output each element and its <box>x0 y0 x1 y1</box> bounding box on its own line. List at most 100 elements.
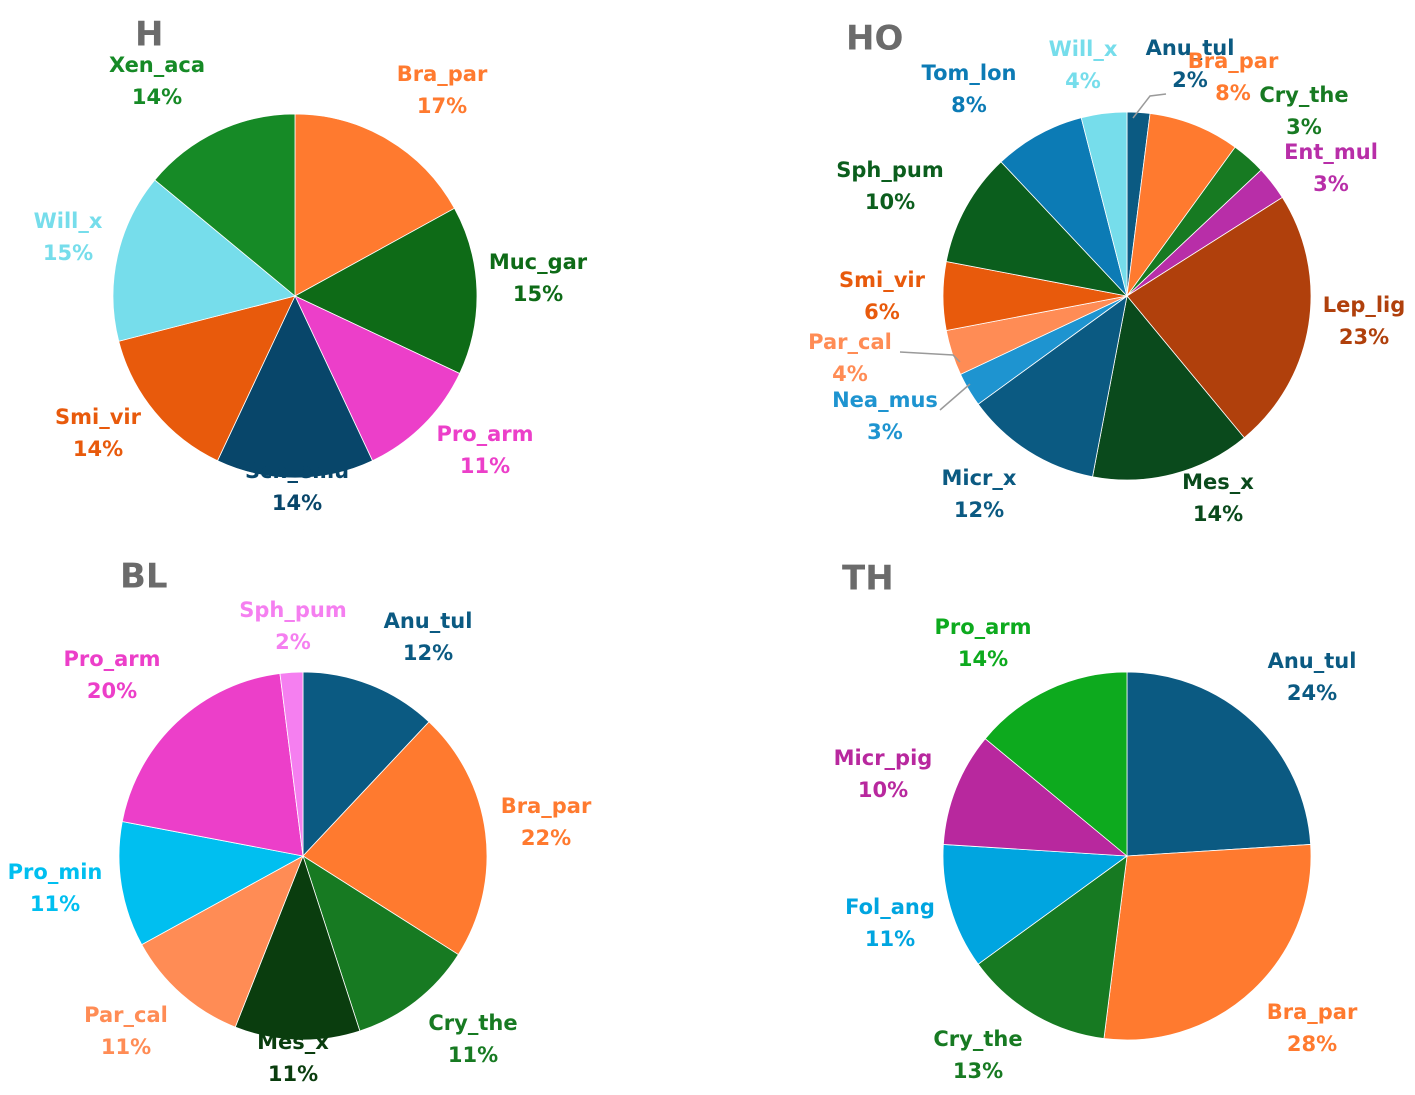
slice-percent: 3% <box>1313 172 1349 196</box>
pie-slice-bra-par <box>1126 113 1236 297</box>
pie-slice-anu-tul <box>1126 671 1312 857</box>
slice-percent: 14% <box>958 647 1008 671</box>
slice-label-micr-pig: Micr_pig 10% <box>834 746 933 802</box>
slice-label-sph-pum: Sph_pum 2% <box>239 598 346 654</box>
slice-name: Micr_pig <box>834 746 933 770</box>
slice-name: Bra_par <box>1267 1000 1358 1024</box>
pie-slice-xen-aca <box>154 113 296 297</box>
slice-name: Cry_the <box>933 1027 1022 1051</box>
slice-name: Lep_lig <box>1323 293 1406 317</box>
slice-label-pro-arm: Pro_arm 14% <box>934 615 1031 671</box>
pie-slice-muc-gar <box>294 207 478 375</box>
slice-percent: 24% <box>1287 681 1337 705</box>
slice-label-pro-min: Pro_min 11% <box>8 860 103 916</box>
slice-name: Cry_the <box>1259 83 1348 107</box>
slice-percent: 11% <box>30 892 80 916</box>
slice-name: Pro_arm <box>934 615 1031 639</box>
slice-percent: 13% <box>953 1059 1003 1083</box>
slice-label-anu-tul: Anu_tul 12% <box>384 609 473 665</box>
slice-label-cry-the: Cry_the 13% <box>933 1027 1022 1083</box>
pie-chart-bl: BL Anu_tul 12% Bra_par 22% Cry_the 11% Mes_x 11%… <box>8 557 592 1087</box>
slice-name: Anu_tul <box>384 609 473 633</box>
slice-label-pro-arm: Pro_arm 20% <box>63 647 160 703</box>
pie-slice-pro-arm <box>294 295 461 462</box>
pie-slice-sph-pum <box>945 161 1129 297</box>
slice-percent: 14% <box>73 437 123 461</box>
chart-title: HO <box>846 19 903 59</box>
slice-name: Fol_ang <box>845 895 935 919</box>
slice-label-sph-pum: Sph_pum 10% <box>836 158 943 214</box>
slice-name: Sph_pum <box>836 158 943 182</box>
slice-label-will-x: Will_x 4% <box>1049 37 1118 93</box>
slice-percent: 28% <box>1287 1032 1337 1056</box>
slice-percent: 10% <box>865 190 915 214</box>
slice-percent: 4% <box>832 362 868 386</box>
slice-name: Pro_arm <box>63 647 160 671</box>
slice-name: Micr_x <box>942 466 1017 490</box>
pie-slice-fol-ang <box>942 844 1129 965</box>
slice-name: Par_cal <box>84 1003 168 1027</box>
slice-percent: 12% <box>403 641 453 665</box>
slice-label-lep-lig: Lep_lig 23% <box>1323 293 1406 349</box>
slice-name: Smi_vir <box>839 268 926 292</box>
slice-name: Anu_tul <box>1268 649 1357 673</box>
slice-percent: 15% <box>513 282 563 306</box>
slice-percent: 14% <box>1193 502 1243 526</box>
slice-name: Pro_min <box>8 860 103 884</box>
slice-label-bra-par: Bra_par 28% <box>1267 1000 1358 1056</box>
slice-label-cry-the: Cry_the 11% <box>428 1011 517 1067</box>
pie-slice-cry-the <box>302 855 459 1032</box>
pie-slice-bra-par <box>302 721 488 956</box>
slice-label-mes-x: Mes_x 14% <box>1182 470 1254 526</box>
slice-percent: 11% <box>460 454 510 478</box>
slice-name: Muc_gar <box>489 250 588 274</box>
pie-slice-bra-par <box>294 113 456 297</box>
slice-name: Will_x <box>1049 37 1118 61</box>
leader-line-nea-mus <box>939 383 971 411</box>
slice-name: Tom_lon <box>922 61 1017 85</box>
pie-slice-cry-the <box>977 855 1128 1039</box>
slice-percent: 11% <box>268 1062 318 1086</box>
slice-name: Bra_par <box>501 794 592 818</box>
pie-slice-tom-lon <box>1000 117 1128 297</box>
slice-label-anu-tul: Anu_tul 24% <box>1268 649 1357 705</box>
pie-slice-will-x <box>112 179 296 342</box>
slice-percent: 10% <box>858 778 908 802</box>
pie-slice-lep-lig <box>1126 196 1312 439</box>
slice-label-par-cal: Par_cal 4% <box>808 330 892 386</box>
slice-percent: 3% <box>1286 115 1322 139</box>
leader-line-par-cal <box>899 351 961 363</box>
slice-label-micr-x: Micr_x 12% <box>942 466 1017 522</box>
slice-percent: 20% <box>87 679 137 703</box>
slice-percent: 8% <box>1215 81 1251 105</box>
slice-name: Bra_par <box>397 62 488 86</box>
pie-slice-mes-x <box>234 854 361 1041</box>
chart-title: H <box>135 15 163 55</box>
slice-name: Pro_arm <box>436 422 533 446</box>
slice-label-bra-par: Bra_par 17% <box>397 62 488 118</box>
pie-chart-th: TH Anu_tul 24% Bra_par 28% Cry_the 13% Fol_ang 1… <box>834 559 1358 1084</box>
slice-label-xen-aca: Xen_aca 14% <box>109 53 205 109</box>
pie-slice-pro-arm <box>121 673 304 857</box>
slice-name: Xen_aca <box>109 53 205 77</box>
slice-percent: 6% <box>864 300 900 324</box>
slice-name: Cry_the <box>428 1011 517 1035</box>
slice-name: Sch_emu <box>245 459 349 483</box>
slice-name: Mes_x <box>257 1030 329 1054</box>
pie-slice-bra-par <box>1103 844 1312 1041</box>
pie-slice-will-x <box>1080 111 1128 297</box>
slice-percent: 2% <box>1172 68 1208 92</box>
pie-slice-mes-x <box>1092 295 1245 481</box>
slice-percent: 3% <box>867 420 903 444</box>
slice-label-bra-par: Bra_par 22% <box>501 794 592 850</box>
pie-slice-micr-x <box>977 295 1128 478</box>
slice-name: Ent_mul <box>1284 140 1378 164</box>
pie-chart-ho: HO Anu_tul 2%Bra_par 8% Cry_the 3%Ent_mul 3%Le… <box>808 19 1405 527</box>
slice-name: Will_x <box>34 209 103 233</box>
chart-title: TH <box>842 559 894 599</box>
slice-percent: 14% <box>272 491 322 515</box>
pie-slice-pro-min <box>118 821 305 946</box>
slice-label-anu-tul: Anu_tul 2% <box>1146 36 1235 92</box>
pie-slice-par-cal <box>141 855 304 1028</box>
slice-percent: 11% <box>448 1043 498 1067</box>
